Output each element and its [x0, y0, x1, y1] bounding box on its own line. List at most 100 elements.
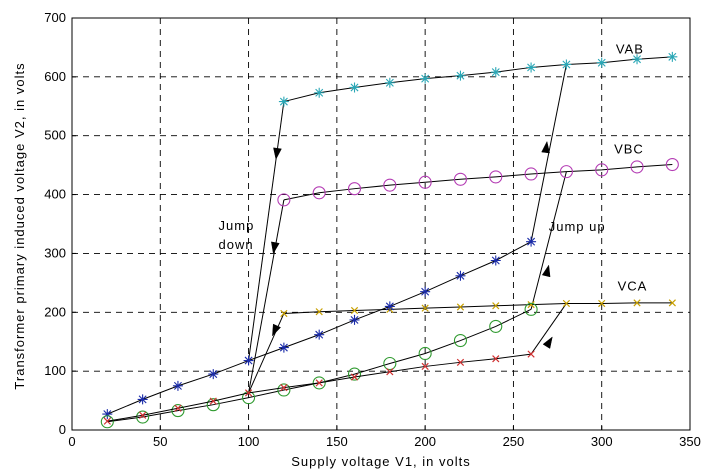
arrowhead [271, 241, 280, 255]
data-point-star [349, 82, 360, 93]
data-point-x [174, 404, 182, 412]
jump-connector-line [530, 303, 567, 355]
data-point-star [420, 73, 431, 84]
x-tick-label: 100 [238, 434, 260, 449]
data-point-x [350, 306, 359, 315]
data-point-circle [524, 167, 538, 181]
data-point-star [243, 355, 254, 366]
data-point-star [526, 236, 537, 247]
x-axis-title: Supply voltage V1, in volts [291, 454, 470, 469]
plot-frame [71, 17, 691, 431]
data-point-x [633, 299, 641, 307]
data-point-star [561, 59, 572, 70]
jump-connector-line [248, 199, 285, 394]
arrowhead [541, 140, 550, 154]
data-point-circle [453, 333, 468, 348]
data-point-circle [418, 175, 432, 189]
data-point-x [598, 299, 606, 308]
series-line [107, 241, 532, 415]
data-point-x [527, 301, 535, 309]
data-point-circle [312, 376, 326, 390]
data-point-circle [559, 165, 573, 179]
data-point-x [456, 358, 465, 366]
data-point-star [384, 301, 395, 312]
data-point-circle [100, 415, 114, 429]
data-point-x [527, 350, 535, 358]
data-point-star [137, 394, 148, 405]
data-point-star [349, 314, 360, 325]
data-point-circle [489, 319, 503, 333]
data-point-star [314, 329, 325, 340]
y-tick-label: 300 [44, 245, 66, 260]
annotation-label: VCA [618, 279, 648, 294]
data-point-x [386, 368, 394, 376]
data-point-x [562, 299, 571, 308]
data-point-circle [524, 302, 538, 316]
data-point-star [596, 57, 607, 68]
y-tick-label: 400 [44, 187, 66, 202]
annotation-label: VAB [616, 41, 644, 56]
data-point-circle [383, 356, 397, 371]
data-point-star [490, 67, 501, 78]
x-tick-label: 50 [153, 434, 167, 449]
data-point-star [384, 77, 395, 88]
data-point-x [280, 309, 288, 318]
data-point-star [314, 87, 325, 98]
series-vab [278, 51, 678, 107]
arrowhead [273, 147, 282, 160]
data-point-x [350, 373, 359, 381]
x-tick-label: 350 [679, 434, 701, 449]
annotation-label: Jump up [549, 219, 606, 234]
y-tick-label: 100 [44, 363, 66, 378]
data-point-circle [453, 172, 468, 186]
data-point-circle [383, 178, 397, 192]
data-point-star [278, 342, 289, 353]
data-point-star [172, 380, 183, 391]
y-tick-label: 700 [44, 10, 66, 25]
data-point-star [278, 96, 289, 107]
data-point-star [420, 286, 431, 297]
annotation-line: VBC [614, 141, 644, 156]
y-tick-label: 0 [59, 422, 66, 437]
data-point-star [455, 270, 466, 281]
data-point-circle [171, 404, 185, 418]
data-point-x [139, 411, 147, 419]
data-point-x [668, 299, 676, 307]
data-point-star [526, 62, 537, 73]
y-tick-label: 500 [44, 128, 66, 143]
data-point-x [103, 417, 111, 425]
series-vca [280, 299, 676, 318]
annotation-line: VCA [618, 279, 648, 294]
series-lower-4 [100, 302, 538, 429]
data-point-x [280, 383, 288, 392]
data-point-circle [206, 398, 220, 412]
annotation-line: VAB [616, 41, 644, 56]
jump-connectors [248, 64, 567, 394]
annotation-line: Jump [219, 218, 255, 233]
data-point-circle [665, 158, 679, 172]
data-point-star [208, 369, 219, 380]
data-point-x [421, 304, 429, 312]
series-line [107, 353, 532, 422]
data-point-circle [418, 346, 432, 361]
y-tick-label: 200 [44, 304, 66, 319]
data-point-circle [312, 186, 326, 200]
data-point-circle [347, 182, 362, 196]
series-line [283, 56, 673, 103]
annotation-line: down [219, 237, 254, 252]
data-point-star [455, 70, 466, 81]
data-point-circle [242, 391, 256, 405]
annotation-label: VBC [614, 141, 644, 156]
data-point-x [315, 308, 323, 316]
data-point-circle [630, 160, 644, 174]
data-point-x [421, 362, 429, 371]
data-point-star [667, 51, 678, 62]
series-line [107, 308, 532, 423]
series-line [283, 302, 673, 314]
arrowhead [542, 336, 553, 349]
annotation-label: Jump down [219, 218, 255, 252]
data-point-circle [277, 193, 291, 207]
y-axis-title: Transformer primary induced voltage V2, … [12, 62, 27, 389]
x-tick-label: 300 [591, 434, 613, 449]
